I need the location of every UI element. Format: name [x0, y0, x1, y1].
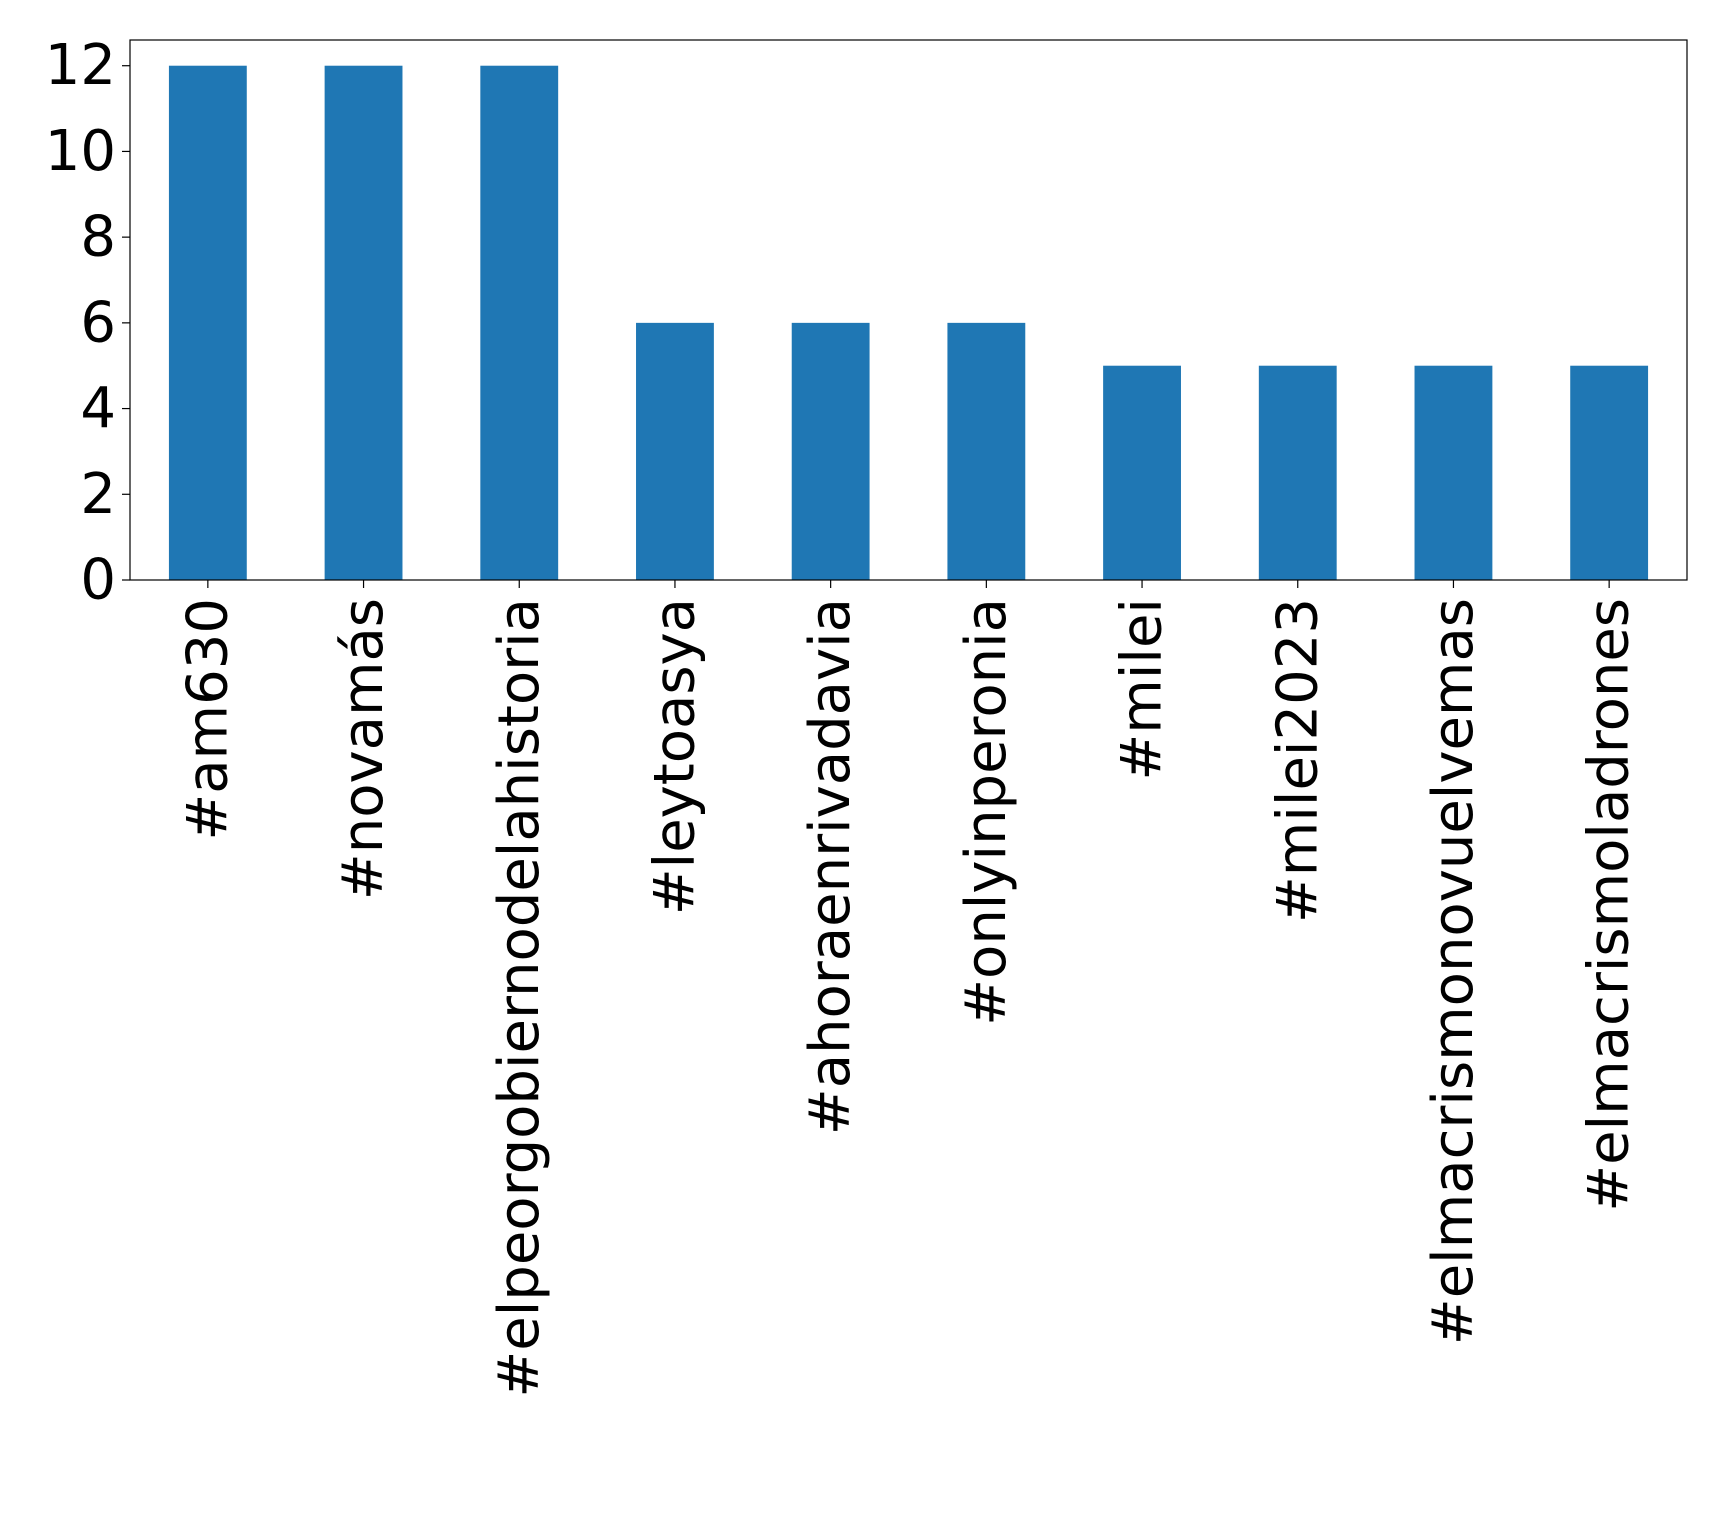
x-tick-label: #elpeorgobiernodelahistoria: [487, 598, 552, 1398]
y-tick-label: 0: [80, 548, 116, 613]
y-tick-label: 6: [80, 290, 116, 355]
y-tick-label: 8: [80, 205, 116, 270]
x-tick-label: #onlyinperonia: [954, 598, 1019, 1026]
axes-layer: [129, 39, 1688, 581]
y-tick-label: 4: [80, 376, 116, 441]
x-tick-label: #ahoraenrivadavia: [798, 598, 863, 1135]
bars-layer: [168, 65, 1649, 580]
y-tick-label: 10: [45, 119, 116, 184]
bar: [947, 322, 1026, 580]
x-tick-label: #elmacrismonovuelvemas: [1421, 598, 1486, 1345]
bar: [324, 65, 403, 580]
x-tick-label: #milei: [1110, 598, 1175, 781]
axes-frame: [129, 39, 1688, 581]
ticks-layer: 0 2 4 6 8 10 12 #am630 #novamás #elpeorgobiernode…: [45, 33, 1642, 1397]
x-tick-label: #milei2023: [1265, 598, 1330, 923]
bar: [1570, 365, 1649, 580]
x-tick-label: #am630: [175, 598, 240, 841]
bar: [1414, 365, 1493, 580]
x-tick-label: #novamás: [331, 598, 396, 900]
x-tick-label: #leytoasya: [642, 598, 707, 915]
bar: [636, 322, 714, 580]
x-tick-label: #elmacrismoladrones: [1577, 598, 1642, 1212]
bar: [791, 322, 870, 580]
bar: [168, 65, 247, 580]
y-tick-label: 2: [80, 462, 116, 527]
bar: [1258, 365, 1337, 580]
y-tick-label: 12: [45, 33, 116, 98]
bar: [480, 65, 559, 580]
bar: [1103, 365, 1181, 580]
